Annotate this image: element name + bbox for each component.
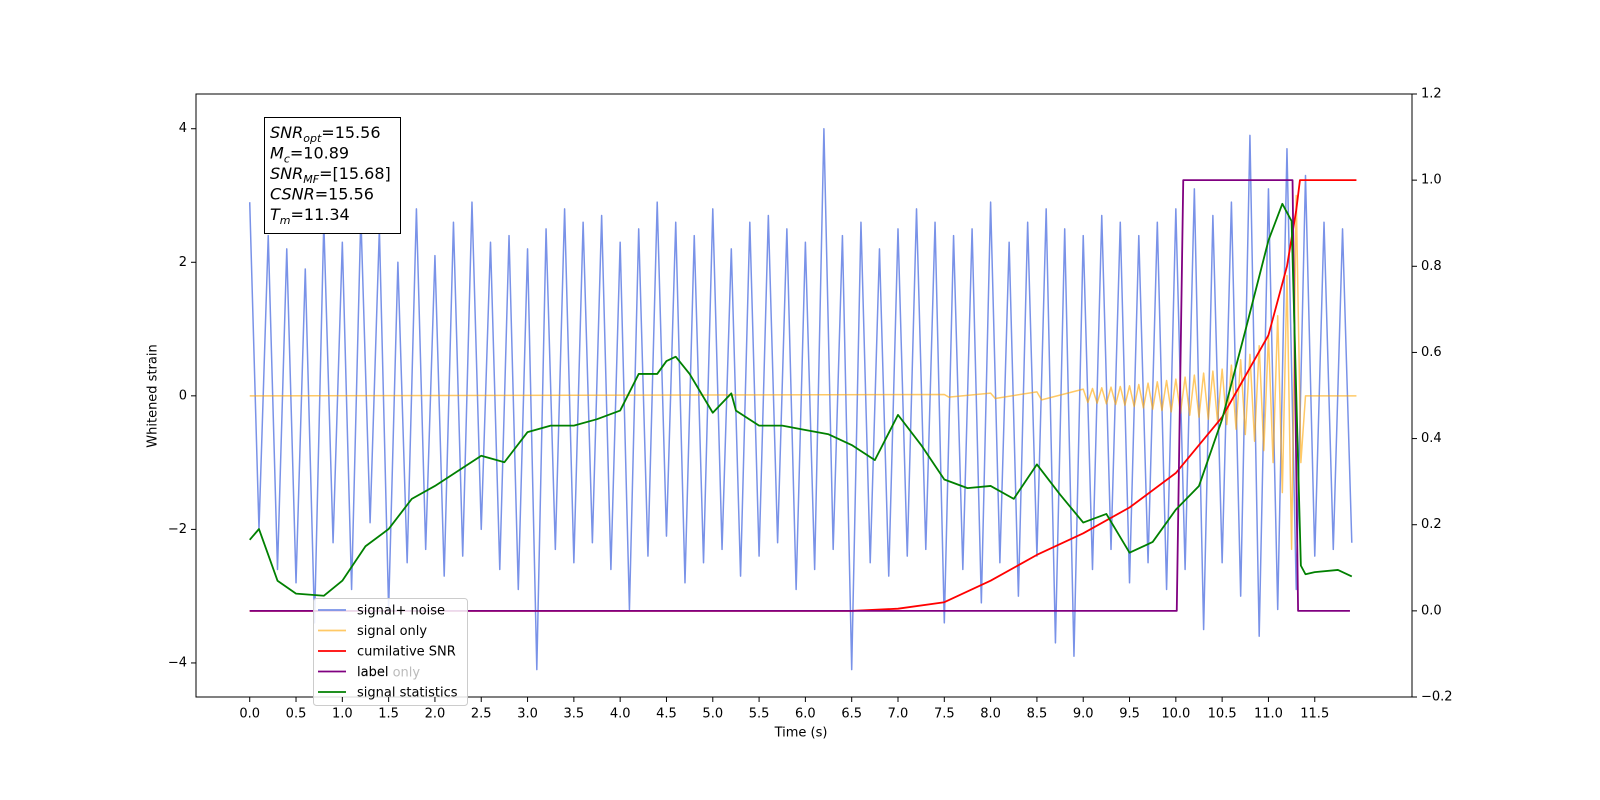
y2-tick-label: 1.2 xyxy=(1421,87,1442,102)
x-tick-label: 0.5 xyxy=(286,707,307,722)
x-tick-label: 0.0 xyxy=(239,707,260,722)
x-axis-label: Time (s) xyxy=(774,726,828,741)
x-tick-label: 11.5 xyxy=(1300,707,1329,722)
annotation-value: =15.56 xyxy=(315,185,374,204)
annotation-value: =10.89 xyxy=(290,144,349,163)
legend-label: signal+ noise xyxy=(357,604,445,619)
y2-tick-label: 0.6 xyxy=(1421,345,1442,360)
legend-label: signal statistics xyxy=(357,686,458,701)
x-tick-label: 7.5 xyxy=(934,707,955,722)
legend-label: label xyxy=(357,665,388,680)
x-tick-label: 5.0 xyxy=(702,707,723,722)
legend-label-overlapped: label only xyxy=(357,666,420,681)
x-tick-label: 8.0 xyxy=(980,707,1001,722)
x-tick-label: 8.5 xyxy=(1027,707,1048,722)
annotation-value: =[15.68] xyxy=(319,164,391,183)
annotation-line: CSNR=15.56 xyxy=(270,185,374,204)
x-tick-label: 4.0 xyxy=(610,707,631,722)
y2-tick-label: 0.0 xyxy=(1421,603,1442,618)
y-tick-label: −2 xyxy=(168,522,187,537)
annotation-subscript: MF xyxy=(303,173,319,186)
annotation-symbol: M xyxy=(270,144,284,163)
x-tick-label: 3.0 xyxy=(517,707,538,722)
y-tick-label: 2 xyxy=(179,255,187,270)
annotation-symbol: CSNR xyxy=(270,185,315,204)
x-tick-label: 6.0 xyxy=(795,707,816,722)
legend-frame xyxy=(313,598,468,706)
annotation-subscript: c xyxy=(284,153,290,166)
annotation-frame xyxy=(264,117,401,234)
annotation-subscript: opt xyxy=(303,132,322,145)
data-layer xyxy=(248,127,1357,671)
annotation-symbol: T xyxy=(270,205,281,224)
series-line xyxy=(248,127,1353,671)
x-tick-label: 6.5 xyxy=(841,707,862,722)
annotation-value: =11.34 xyxy=(291,205,350,224)
y2-tick-label: −0.2 xyxy=(1421,690,1453,705)
legend-label: cumilative SNR xyxy=(357,645,456,660)
legend: label only signal+ noise signal only cumila… xyxy=(313,598,468,706)
annotation-line: Mc=10.89 xyxy=(270,144,349,166)
annotation-symbol: SNR xyxy=(270,164,303,183)
series-line xyxy=(249,179,1350,612)
legend-label: signal only xyxy=(357,624,427,639)
y-tick-label: 4 xyxy=(179,121,187,136)
annotation-box: SNRopt=15.56Mc=10.89SNRMF=[15.68]CSNR=15… xyxy=(264,117,401,234)
annotation-line: SNRMF=[15.68] xyxy=(270,164,391,186)
x-tick-label: 1.5 xyxy=(378,707,399,722)
y2-tick-label: 0.8 xyxy=(1421,259,1442,274)
y-tick-label: 0 xyxy=(179,388,187,403)
y-axis-label: Whitened strain xyxy=(146,344,161,447)
x-tick-label: 4.5 xyxy=(656,707,677,722)
x-tick-label: 3.5 xyxy=(564,707,585,722)
x-tick-label: 9.0 xyxy=(1073,707,1094,722)
annotation-subscript: m xyxy=(280,214,291,227)
x-tick-label: 5.5 xyxy=(749,707,770,722)
x-tick-label: 10.0 xyxy=(1161,707,1190,722)
x-tick-label: 7.0 xyxy=(888,707,909,722)
x-tick-label: 1.0 xyxy=(332,707,353,722)
x-tick-label: 9.5 xyxy=(1119,707,1140,722)
x-tick-label: 2.0 xyxy=(425,707,446,722)
annotation-symbol: SNR xyxy=(270,123,303,142)
annotation-line: SNRopt=15.56 xyxy=(270,123,381,145)
x-tick-label: 11.0 xyxy=(1254,707,1283,722)
y2-tick-label: 0.2 xyxy=(1421,517,1442,532)
annotation-line: Tm=11.34 xyxy=(270,205,350,227)
x-tick-label: 10.5 xyxy=(1208,707,1237,722)
series-line xyxy=(249,202,1353,597)
y-tick-label: −4 xyxy=(168,655,187,670)
y2-tick-label: 1.0 xyxy=(1421,173,1442,188)
y2-tick-label: 0.4 xyxy=(1421,431,1442,446)
annotation-value: =15.56 xyxy=(321,123,380,142)
x-tick-label: 2.5 xyxy=(471,707,492,722)
